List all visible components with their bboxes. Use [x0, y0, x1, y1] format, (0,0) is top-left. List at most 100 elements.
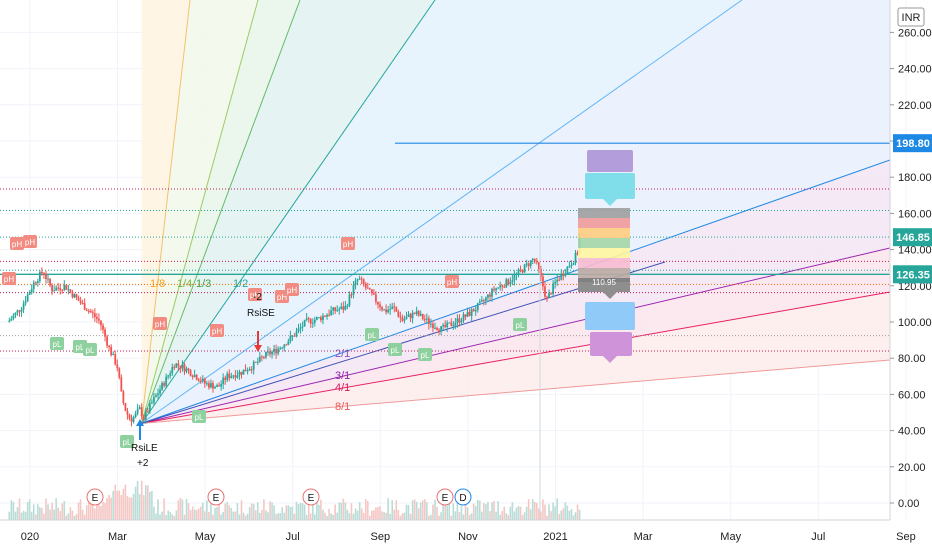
volume-bar: [193, 509, 196, 520]
volume-bar: [92, 503, 94, 520]
volume-bar: [468, 514, 471, 520]
volume-bar: [389, 513, 391, 520]
x-tick-label: Jul: [286, 531, 300, 543]
candle-body: [232, 375, 235, 377]
volume-bar: [568, 510, 571, 520]
candle-body: [98, 318, 100, 321]
candle-body: [366, 287, 369, 289]
volume-bar: [513, 511, 516, 520]
volume-bar: [94, 508, 96, 520]
signal-label: RsiLE: [131, 443, 158, 454]
volume-bar: [419, 502, 422, 520]
candle-body: [556, 279, 559, 282]
candle-body: [32, 282, 35, 290]
volume-bar: [517, 505, 520, 520]
volume-bar: [234, 511, 237, 520]
candle-body: [104, 329, 106, 337]
candle-body: [95, 317, 98, 319]
volume-bar: [401, 513, 404, 520]
volume-bar: [102, 501, 104, 520]
volume-bar: [244, 515, 247, 520]
candle-body: [472, 309, 475, 312]
candle-body: [169, 373, 172, 376]
volume-bar: [548, 504, 550, 520]
volume-bar: [536, 503, 538, 520]
currency-badge-text: INR: [902, 12, 921, 24]
candle-body: [330, 310, 333, 315]
currency-badge[interactable]: INR: [897, 7, 925, 27]
volume-bar: [476, 499, 479, 520]
candle-body: [332, 307, 335, 311]
volume-bar: [43, 513, 45, 520]
candle-body: [544, 286, 546, 297]
candle-body: [163, 383, 166, 386]
volume-bar: [356, 510, 359, 520]
volume-bar: [387, 498, 389, 520]
volume-bar: [124, 484, 127, 520]
candle-body: [212, 383, 214, 389]
candle-body: [197, 379, 200, 382]
candle-body: [183, 364, 186, 372]
volume-bar: [509, 506, 512, 520]
projection-box: [585, 302, 635, 330]
candle-body: [289, 335, 292, 342]
volume-bar: [303, 504, 306, 520]
volume-bar: [397, 510, 400, 520]
candle-body: [448, 322, 451, 324]
volume-bar: [521, 515, 524, 520]
volume-bar: [116, 490, 119, 520]
candle-body: [456, 318, 459, 323]
candle-body: [148, 403, 151, 413]
candle-body: [487, 294, 489, 298]
volume-bar: [185, 498, 188, 520]
candle-body: [499, 285, 502, 288]
volume-bar: [299, 503, 302, 520]
projection-box: [587, 150, 633, 172]
volume-bar: [430, 514, 432, 520]
candle-body: [324, 315, 326, 317]
candle-body: [295, 331, 298, 337]
volume-bar: [118, 490, 121, 520]
candle-body: [189, 370, 192, 376]
candle-body: [265, 351, 267, 358]
volume-bar: [379, 506, 381, 520]
volume-bar: [497, 501, 499, 520]
earnings-marker: [436, 488, 454, 506]
volume-bar: [424, 499, 426, 520]
volume-bar: [169, 512, 172, 520]
y-tick-label: 40.00: [898, 426, 926, 438]
candle-body: [539, 268, 542, 277]
candle-body: [470, 309, 473, 316]
volume-bar: [578, 509, 581, 520]
fan-line: [141, 0, 191, 424]
projection-box: [603, 356, 617, 363]
volume-bar: [529, 509, 532, 520]
candle-body: [419, 313, 422, 316]
volume-bar: [483, 503, 485, 520]
volume-bar: [167, 510, 169, 520]
candle-body: [358, 278, 361, 280]
volume-bar: [446, 505, 449, 520]
volume-bar: [464, 501, 467, 520]
volume-bar: [413, 499, 416, 520]
candle-body: [395, 307, 398, 312]
candle-body: [59, 287, 62, 290]
volume-bar: [474, 505, 477, 520]
candle-body: [41, 271, 43, 274]
candle-body: [30, 289, 33, 293]
candle-body: [273, 348, 275, 352]
volume-bar: [289, 506, 292, 520]
volume-bar: [153, 506, 155, 520]
volume-bar: [195, 510, 198, 520]
pivot-low-marker: [120, 435, 134, 448]
volume-bar: [515, 507, 518, 520]
candle-body: [434, 327, 436, 329]
candle-body: [438, 329, 440, 332]
candle-body: [436, 327, 438, 330]
candle-body: [550, 293, 552, 295]
pivot-low-marker: [83, 343, 97, 356]
volume-bar: [505, 513, 508, 520]
candle-body: [393, 306, 396, 308]
candle-body: [360, 278, 363, 280]
